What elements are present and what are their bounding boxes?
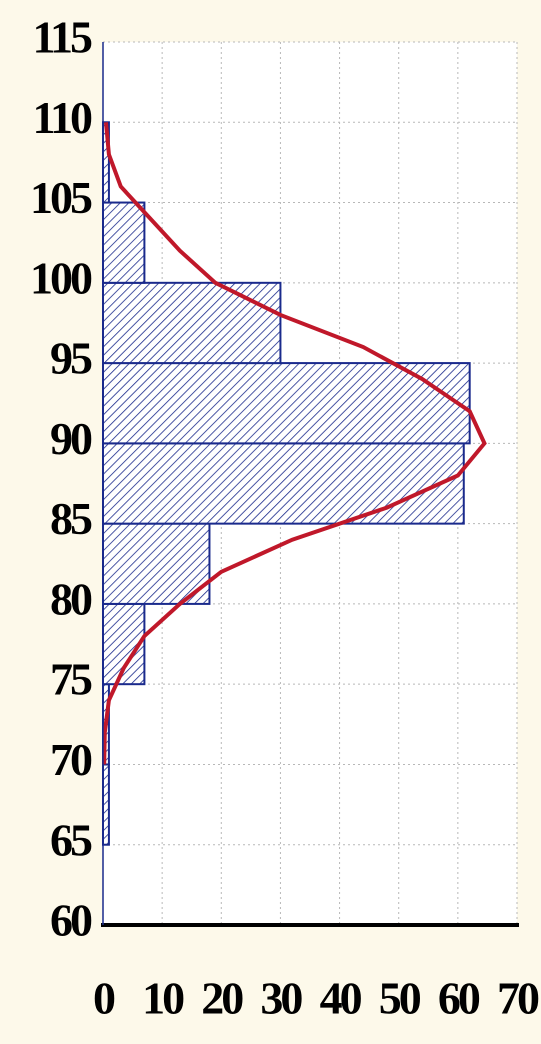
y-tick-label: 105	[30, 172, 92, 223]
bar	[102, 281, 282, 365]
bar	[102, 442, 465, 525]
y-tick-label: 85	[50, 493, 92, 544]
bar	[102, 362, 471, 445]
x-tick-label: 20	[201, 973, 243, 1024]
bar	[102, 763, 110, 846]
bar	[102, 201, 146, 284]
x-tick-label: 10	[142, 973, 184, 1024]
x-tick-label: 30	[260, 973, 302, 1024]
x-tick-label: 40	[320, 973, 362, 1024]
x-tick-label: 0	[93, 973, 115, 1024]
y-tick-label: 70	[50, 734, 92, 785]
y-tick-label: 100	[30, 252, 92, 303]
y-tick-label: 65	[50, 814, 92, 865]
y-tick-label: 95	[50, 333, 92, 384]
x-tick-label: 50	[379, 973, 421, 1024]
x-tick-label: 70	[497, 973, 539, 1024]
fit-curve	[102, 122, 487, 765]
x-tick-label: 60	[438, 973, 480, 1024]
y-tick-label: 75	[50, 654, 92, 705]
y-tick-label: 60	[50, 895, 92, 946]
y-tick-label: 110	[33, 92, 92, 143]
y-tick-label: 115	[33, 12, 92, 63]
y-tick-label: 80	[50, 573, 92, 624]
y-tick-label: 90	[50, 413, 92, 464]
